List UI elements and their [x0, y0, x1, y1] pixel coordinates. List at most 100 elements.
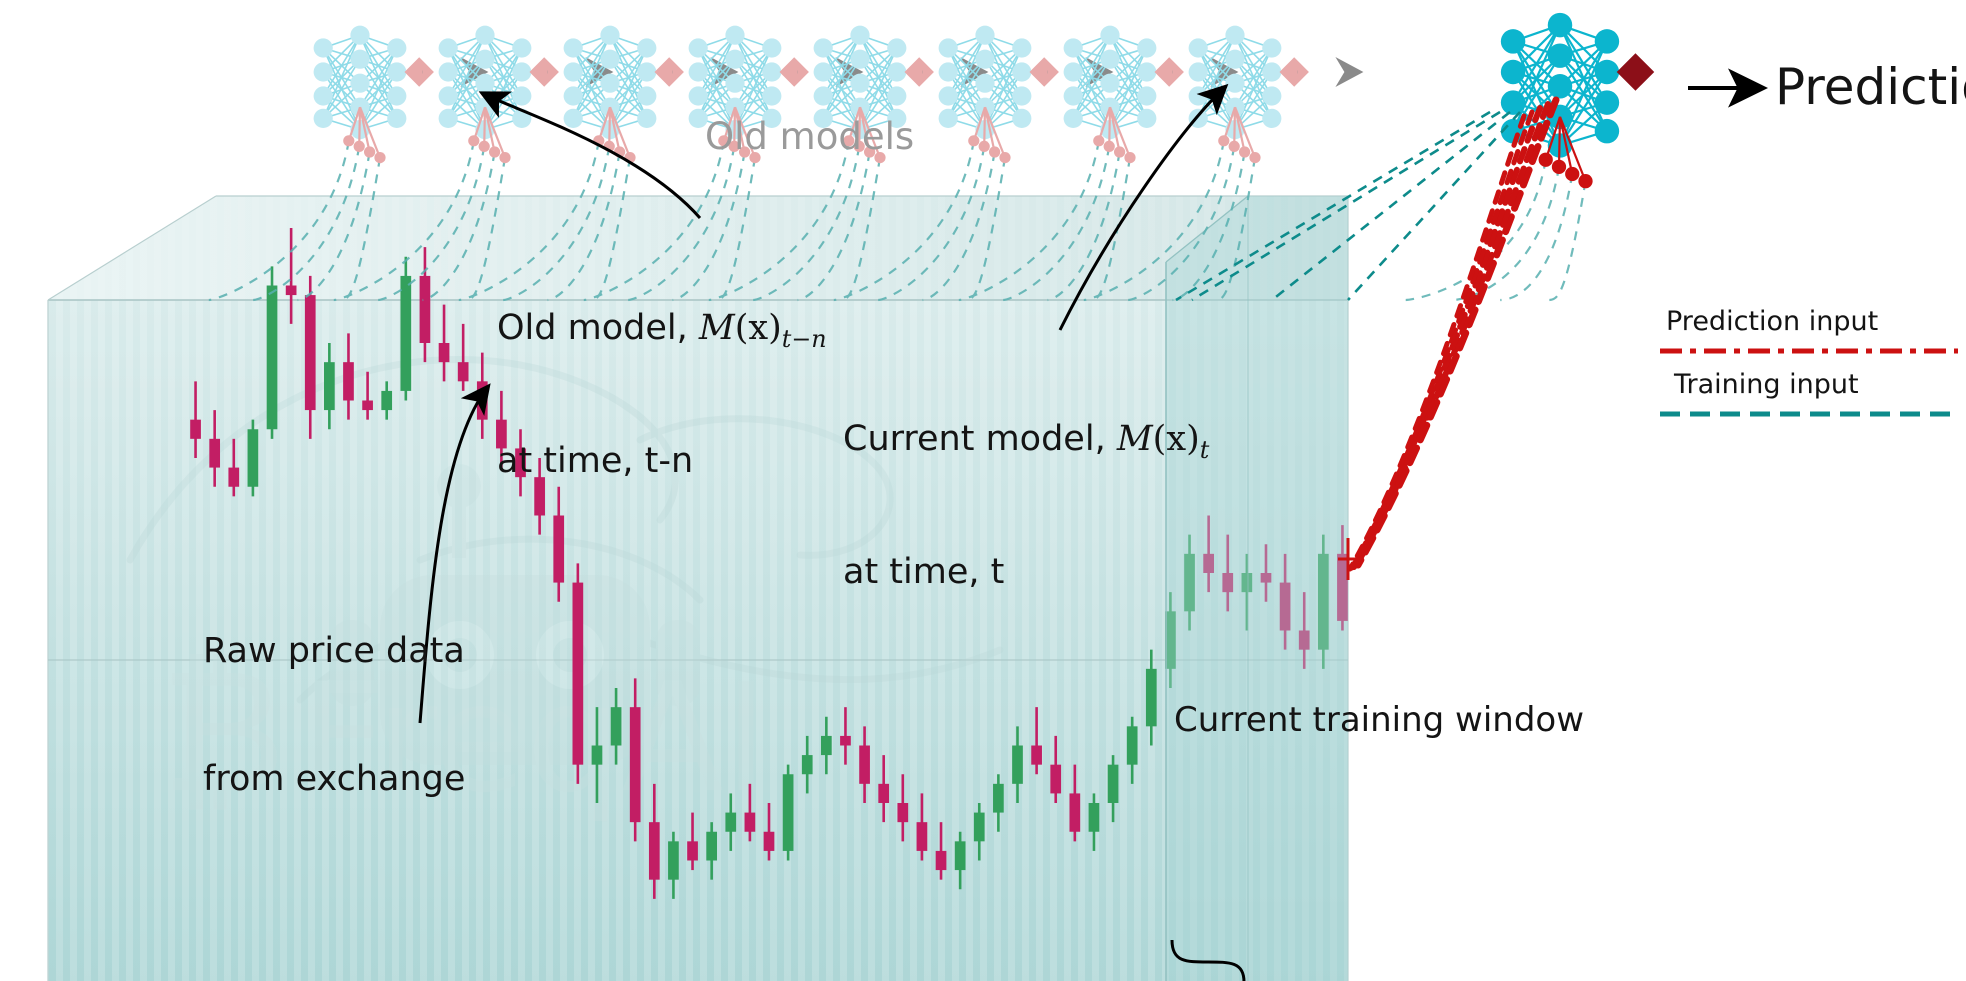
- network-node: [1012, 86, 1032, 106]
- network-node: [1547, 12, 1573, 38]
- candle-body: [534, 477, 545, 516]
- network-node: [887, 62, 907, 82]
- candle-body: [916, 822, 928, 851]
- network-node: [313, 38, 333, 58]
- candle-body: [878, 783, 890, 803]
- candle-body: [247, 429, 259, 487]
- old-model-time-line: at time, t-n: [497, 440, 694, 481]
- prediction-teal-feed: [1175, 110, 1521, 302]
- network-node: [1594, 59, 1620, 85]
- candle-body: [419, 275, 431, 343]
- training-input-line: [1003, 146, 1111, 302]
- network-edge: [572, 34, 611, 119]
- network-node: [563, 108, 583, 128]
- network-input-stem: [1222, 106, 1237, 142]
- candle-body: [801, 755, 813, 775]
- candle-body: [1145, 668, 1157, 727]
- candle-body: [1337, 553, 1348, 621]
- old-model-network-6: [1063, 25, 1184, 164]
- candle-body: [725, 812, 737, 832]
- network-node: [725, 25, 745, 45]
- network-node: [350, 73, 370, 93]
- network-node: [350, 49, 370, 69]
- network-edge: [822, 34, 861, 119]
- network-node: [1063, 38, 1083, 58]
- candle-body: [935, 850, 947, 871]
- legend-label-training-input: Training input: [1674, 369, 1859, 400]
- network-input-stem: [597, 106, 612, 142]
- network-node: [688, 38, 708, 58]
- network-node: [1547, 74, 1573, 99]
- old-model-network-7: [1188, 25, 1309, 164]
- candle-body: [1107, 764, 1119, 803]
- training-input-line: [1500, 173, 1574, 302]
- network-node: [1100, 73, 1120, 93]
- legend-label-prediction-input: Prediction input: [1666, 306, 1879, 337]
- training-input-line: [466, 157, 507, 302]
- network-input-stem: [972, 106, 987, 142]
- network-node: [688, 62, 708, 82]
- network-node: [1137, 62, 1157, 82]
- network-edge: [947, 34, 986, 97]
- network-node: [1137, 108, 1157, 128]
- network-edge: [322, 58, 361, 119]
- network-node: [1500, 59, 1526, 85]
- candle-body: [973, 812, 985, 842]
- candle-body: [438, 343, 450, 363]
- current-model-text-pre: Current model,: [843, 419, 1117, 460]
- network-edge: [359, 47, 398, 108]
- candle-body: [362, 400, 373, 411]
- candle-body: [1317, 553, 1329, 650]
- candle-body: [782, 774, 794, 851]
- network-node: [350, 25, 370, 45]
- old-model-network-1: [438, 25, 559, 164]
- training-input-line: [422, 151, 496, 302]
- network-input-stem: [1233, 106, 1246, 153]
- network-node: [1594, 118, 1620, 144]
- current-model-math-m: M: [1116, 419, 1153, 460]
- network-node: [887, 108, 907, 128]
- candle-body: [1260, 573, 1272, 583]
- network-edge: [322, 34, 361, 97]
- network-edge: [1512, 24, 1562, 132]
- prediction-marker: [1338, 538, 1360, 580]
- network-node: [600, 25, 620, 45]
- network-input-stem: [1558, 116, 1587, 182]
- network-node: [600, 49, 620, 69]
- old-model-network-0: [313, 25, 434, 164]
- network-edge: [984, 47, 1023, 130]
- network-edge: [359, 47, 398, 130]
- network-edge: [734, 47, 773, 108]
- training-input-line: [841, 157, 882, 302]
- network-edge: [859, 47, 898, 108]
- network-node: [975, 73, 995, 93]
- candle-body: [706, 831, 718, 861]
- training-input-line: [753, 146, 861, 302]
- network-node: [563, 86, 583, 106]
- candle-body: [840, 735, 851, 746]
- training-input-line: [333, 140, 475, 302]
- network-node: [1500, 29, 1526, 54]
- candle-body: [209, 438, 221, 468]
- network-edge: [1558, 40, 1608, 146]
- network-node: [1225, 73, 1245, 93]
- network-node: [1262, 86, 1282, 106]
- candle-body: [457, 362, 469, 382]
- training-input-line: [1216, 157, 1257, 302]
- network-input-stem: [1108, 107, 1112, 147]
- network-input-stem: [1233, 106, 1257, 159]
- network-input-stem: [983, 107, 987, 147]
- network-node: [725, 49, 745, 69]
- candle-body: [1126, 726, 1138, 765]
- network-input-stem: [733, 107, 737, 147]
- candle-body: [668, 841, 679, 880]
- training-input-line: [1452, 166, 1561, 302]
- training-window-brace: [1170, 939, 1246, 981]
- network-node: [850, 49, 870, 69]
- candle-body: [304, 295, 316, 411]
- network-node: [850, 25, 870, 45]
